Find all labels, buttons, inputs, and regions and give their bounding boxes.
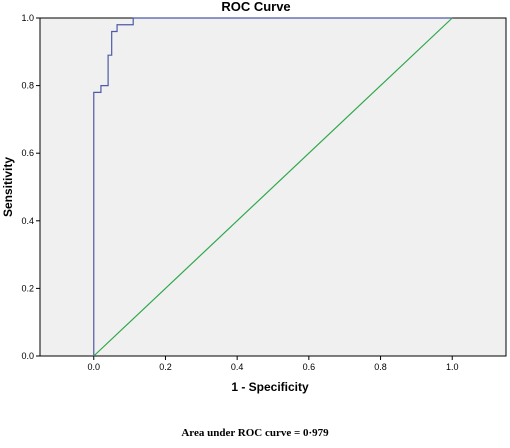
- y-axis-label: Sensitivity: [1, 157, 15, 217]
- x-tick-label: 0.4: [231, 362, 244, 372]
- x-tick-label: 0.0: [88, 362, 101, 372]
- x-axis-label: 1 - Specificity: [231, 380, 309, 394]
- y-tick-label: 0.2: [21, 283, 34, 293]
- roc-chart-svg: ROC Curve 0.0 0.2 0.4 0.6 0.8 1.0 0.0 0.2 0.4 0.6…: [1, 0, 507, 394]
- x-tick-label: 0.6: [303, 362, 316, 372]
- roc-curve-line: [93, 17, 453, 356]
- y-tick-label: 1.0: [21, 13, 34, 23]
- chart-title: ROC Curve: [221, 0, 290, 14]
- auc-caption: Area under ROC curve = 0·979: [181, 427, 329, 439]
- y-tick-label: 0.4: [21, 216, 34, 226]
- x-tick-label: 1.0: [446, 362, 459, 372]
- x-tick-label: 0.2: [159, 362, 172, 372]
- x-tick-label: 0.8: [374, 362, 387, 372]
- y-tick-label: 0.8: [21, 81, 34, 91]
- y-tick-label: 0.0: [21, 351, 34, 361]
- y-tick-label: 0.6: [21, 148, 34, 158]
- reference-diagonal-line: [93, 17, 453, 357]
